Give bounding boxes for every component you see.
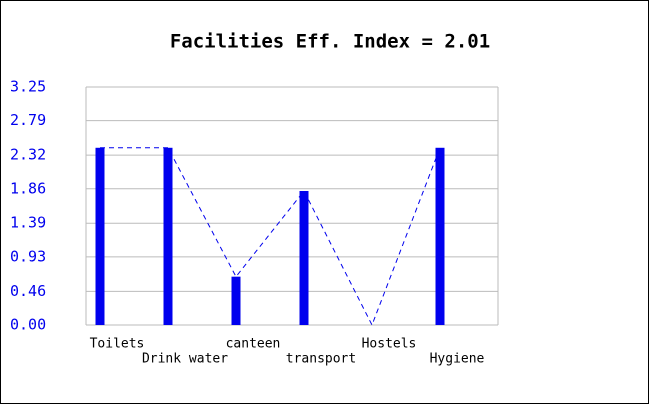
x-tick-label: canteen <box>226 337 281 352</box>
y-tick-label: 0.00 <box>10 316 46 334</box>
bar <box>95 147 105 325</box>
y-tick-label: 0.93 <box>10 247 46 265</box>
bar <box>435 147 445 325</box>
y-tick-label: 1.39 <box>10 214 46 232</box>
y-tick-label: 2.32 <box>10 146 46 164</box>
chart-title: Facilities Eff. Index = 2.01 <box>170 31 490 53</box>
x-tick-label: Drink water <box>142 352 228 367</box>
x-tick-label: Toilets <box>90 337 145 352</box>
y-tick-label: 1.86 <box>10 179 46 197</box>
x-tick-label: Hygiene <box>430 352 485 367</box>
x-tick-label: transport <box>286 352 356 367</box>
x-tick-label: Hostels <box>362 337 417 352</box>
y-tick-label: 2.79 <box>10 111 46 129</box>
y-tick-label: 0.46 <box>10 282 46 300</box>
bar <box>231 276 241 325</box>
trend-line <box>100 147 441 327</box>
y-tick-label: 3.25 <box>10 78 46 96</box>
bar <box>299 190 309 325</box>
bar <box>163 147 173 325</box>
